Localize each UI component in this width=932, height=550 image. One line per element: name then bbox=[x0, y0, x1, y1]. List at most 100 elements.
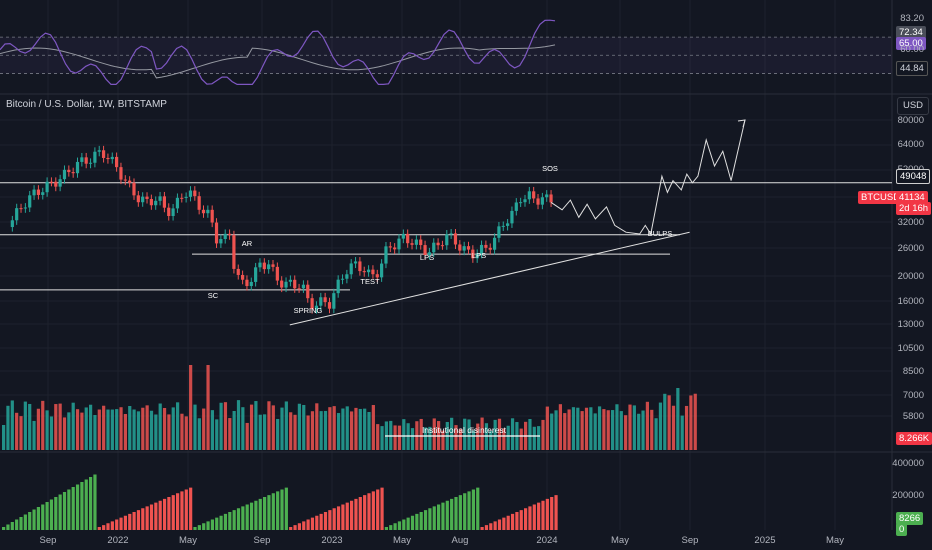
candle-body bbox=[506, 223, 510, 226]
candle-body bbox=[514, 202, 518, 211]
symbol-title[interactable]: Bitcoin / U.S. Dollar, 1W, BITSTAMP bbox=[6, 99, 167, 110]
oscillator-bar bbox=[532, 504, 536, 530]
candle-body bbox=[340, 278, 345, 280]
candle-body bbox=[101, 150, 106, 158]
candle-body bbox=[214, 222, 219, 244]
oscillator-bar bbox=[263, 497, 267, 530]
oscillator-bar bbox=[136, 510, 141, 530]
projection-path bbox=[550, 119, 746, 236]
volume-bar bbox=[689, 395, 693, 450]
volume-bar bbox=[332, 406, 336, 450]
volume-bar bbox=[528, 418, 532, 450]
volume-bar bbox=[558, 404, 562, 450]
volume-bar bbox=[210, 410, 214, 450]
candle-body bbox=[284, 281, 288, 288]
oscillator-bar bbox=[171, 495, 175, 530]
candle-body bbox=[232, 235, 236, 269]
volume-bar bbox=[693, 393, 697, 450]
oscillator-bar bbox=[423, 510, 428, 530]
time-axis-label: Sep bbox=[39, 535, 57, 546]
volume-bar bbox=[289, 412, 293, 450]
time-axis-label: 2022 bbox=[107, 535, 129, 546]
volume-bar bbox=[145, 405, 149, 450]
volume-bar bbox=[380, 426, 384, 450]
oscillator-bar bbox=[389, 525, 393, 530]
price-axis-label: 80000 bbox=[897, 115, 924, 126]
oscillator-bar bbox=[267, 495, 271, 530]
candle-body bbox=[471, 249, 475, 259]
oscillator-bar bbox=[206, 521, 210, 530]
oscillator-bar bbox=[371, 491, 375, 530]
volume-bar bbox=[637, 413, 641, 450]
volume-bar bbox=[354, 407, 358, 450]
volume-bar bbox=[393, 425, 397, 450]
oscillator-bar bbox=[232, 510, 236, 530]
volume-bar bbox=[658, 402, 663, 450]
oscillator-bar bbox=[10, 522, 14, 530]
volume-bar bbox=[580, 411, 584, 450]
oscillator-bar bbox=[189, 487, 193, 530]
oscillator-bar bbox=[341, 504, 345, 530]
volume-bar bbox=[97, 409, 101, 450]
candle-body bbox=[366, 269, 371, 273]
time-axis-label: Aug bbox=[451, 535, 469, 546]
currency-button[interactable]: USD bbox=[897, 97, 929, 115]
annotation-test: TEST bbox=[360, 277, 380, 286]
oscillator-bar bbox=[302, 521, 306, 530]
oscillator-bar bbox=[432, 506, 436, 530]
resistance-price-tag: 49048 bbox=[896, 169, 931, 184]
volume-axis-label: 400000 bbox=[892, 458, 924, 469]
oscillator-bar bbox=[467, 491, 471, 530]
volume-bar bbox=[606, 410, 610, 450]
candle-body bbox=[314, 305, 319, 310]
oscillator-bar bbox=[336, 506, 341, 530]
candle-body bbox=[393, 247, 397, 250]
oscillator-bar bbox=[354, 498, 358, 530]
volume-bar bbox=[267, 401, 271, 450]
candle-body bbox=[449, 233, 453, 235]
volume-bar bbox=[323, 410, 328, 450]
annotation-lps-2: LPS bbox=[471, 251, 487, 260]
trendline bbox=[289, 231, 690, 326]
candle-body bbox=[54, 181, 58, 187]
candle-body bbox=[154, 200, 158, 206]
countdown-tag: 2d 16h bbox=[896, 202, 932, 215]
candle-body bbox=[158, 196, 162, 201]
volume-bar bbox=[93, 415, 97, 450]
volume-bar bbox=[371, 405, 375, 450]
candle-body bbox=[262, 262, 266, 270]
oscillator-bar bbox=[358, 497, 362, 530]
volume-bar bbox=[302, 404, 306, 450]
oscillator-bar bbox=[458, 495, 462, 530]
volume-bar bbox=[263, 414, 267, 450]
volume-bar bbox=[171, 407, 175, 450]
time-axis-label: 2024 bbox=[536, 535, 558, 546]
price-axis-label: 32000 bbox=[897, 217, 924, 228]
oscillator-bar bbox=[202, 523, 206, 530]
volume-bar bbox=[36, 408, 40, 450]
volume-bar bbox=[641, 410, 645, 450]
volume-bar bbox=[128, 406, 132, 450]
annotation-sc: SC bbox=[207, 291, 219, 300]
oscillator-bar bbox=[115, 519, 119, 530]
oscillator-bar bbox=[497, 519, 502, 530]
annotation-lps-1: LPS bbox=[419, 253, 435, 262]
oscillator-bar bbox=[323, 512, 328, 530]
candle-body bbox=[15, 208, 19, 221]
oscillator-bar bbox=[84, 479, 88, 530]
volume-bar bbox=[650, 409, 654, 450]
volume-bar bbox=[167, 414, 171, 450]
oscillator-bar bbox=[445, 500, 449, 530]
volume-bar bbox=[363, 408, 367, 450]
volume-bar bbox=[602, 409, 606, 450]
candle-body bbox=[332, 293, 336, 309]
oscillator-bar bbox=[19, 517, 23, 530]
candle-body bbox=[323, 297, 327, 303]
volume-bar bbox=[306, 415, 310, 450]
volume-bar bbox=[297, 403, 301, 450]
volume-bar bbox=[119, 407, 123, 450]
candle-body bbox=[201, 209, 206, 214]
candle-body bbox=[162, 196, 166, 208]
price-candles bbox=[10, 145, 553, 314]
